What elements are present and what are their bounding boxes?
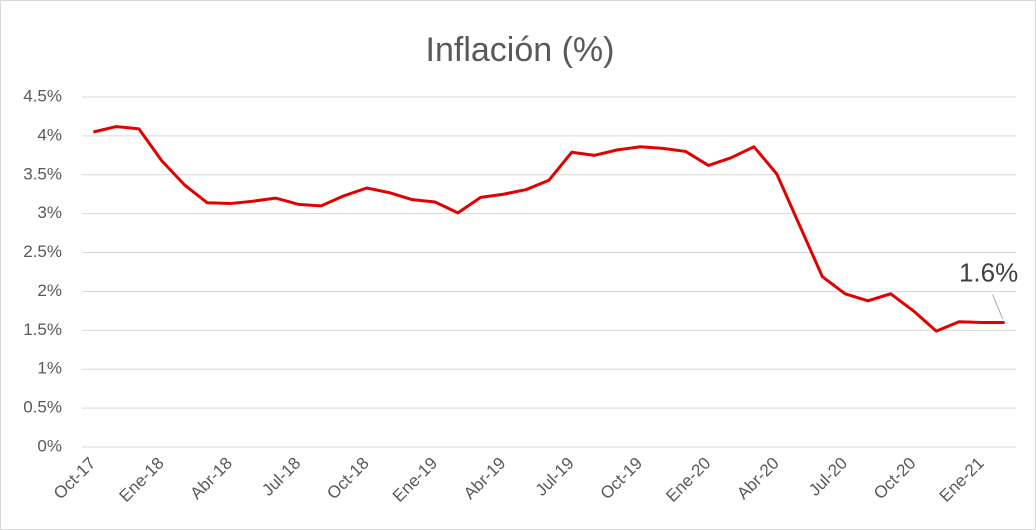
y-tick-label: 0.5% — [23, 398, 62, 417]
y-tick-label: 2% — [37, 281, 62, 300]
y-tick-label: 4.5% — [23, 86, 62, 105]
leader-line — [992, 294, 1004, 319]
y-tick-label: 1.5% — [23, 320, 62, 339]
y-tick-label: 0% — [37, 436, 62, 455]
y-tick-label: 2.5% — [23, 242, 62, 261]
line-series — [93, 125, 1005, 333]
y-tick-label: 3% — [37, 203, 62, 222]
y-tick-label: 4% — [37, 125, 62, 144]
y-tick-label: 1% — [37, 359, 62, 378]
data-label: 1.6% — [959, 257, 1018, 287]
chart-title: Inflación (%) — [426, 31, 615, 69]
y-tick-label: 3.5% — [23, 164, 62, 183]
